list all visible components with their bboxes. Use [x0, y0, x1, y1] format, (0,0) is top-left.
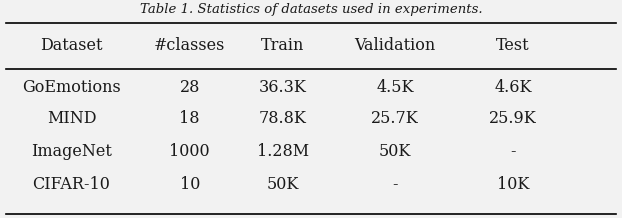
Text: 25.7K: 25.7K [371, 110, 419, 127]
Text: 1.28M: 1.28M [257, 143, 309, 160]
Text: -: - [392, 176, 397, 193]
Text: 78.8K: 78.8K [259, 110, 307, 127]
Text: Table 1. Statistics of datasets used in experiments.: Table 1. Statistics of datasets used in … [140, 3, 482, 16]
Text: CIFAR-10: CIFAR-10 [32, 176, 111, 193]
Text: 4.5K: 4.5K [376, 79, 414, 96]
Text: 50K: 50K [379, 143, 411, 160]
Text: #classes: #classes [154, 37, 225, 54]
Text: GoEmotions: GoEmotions [22, 79, 121, 96]
Text: 4.6K: 4.6K [494, 79, 532, 96]
Text: Dataset: Dataset [40, 37, 103, 54]
Text: 36.3K: 36.3K [259, 79, 307, 96]
Text: 50K: 50K [267, 176, 299, 193]
Text: 18: 18 [180, 110, 200, 127]
Text: -: - [511, 143, 516, 160]
Text: Test: Test [496, 37, 530, 54]
Text: 25.9K: 25.9K [490, 110, 537, 127]
Text: MIND: MIND [47, 110, 96, 127]
Text: 10K: 10K [497, 176, 529, 193]
Text: 10: 10 [180, 176, 200, 193]
Text: Validation: Validation [355, 37, 435, 54]
Text: ImageNet: ImageNet [31, 143, 112, 160]
Text: 1000: 1000 [169, 143, 210, 160]
Text: 28: 28 [180, 79, 200, 96]
Text: Train: Train [261, 37, 305, 54]
